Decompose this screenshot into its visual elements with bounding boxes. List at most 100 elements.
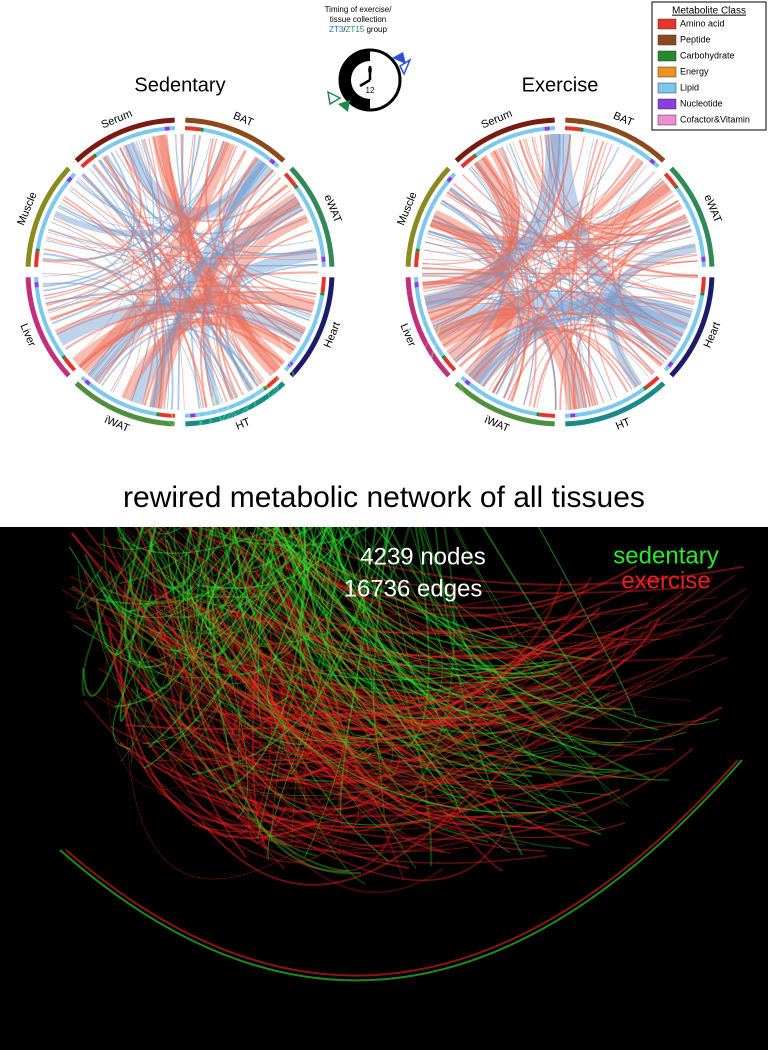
class-ring: [441, 354, 447, 360]
network-edge: [374, 425, 443, 704]
class-ring: [293, 184, 299, 190]
network-edge: [320, 576, 592, 727]
network-edge: [134, 624, 248, 832]
network-edge: [265, 487, 621, 771]
chord: [80, 318, 285, 369]
legend-label: Amino acid: [680, 18, 725, 28]
tissue-arc: [565, 381, 666, 427]
class-ring: [159, 412, 176, 418]
network-edge: [116, 649, 336, 818]
network-edge: [304, 354, 367, 858]
zt15: ZT15: [346, 25, 365, 34]
tissue-arc: [289, 277, 335, 378]
network-edge: [238, 576, 714, 660]
class-ring: [80, 375, 87, 383]
tissue-arc: [74, 117, 175, 163]
chord: [53, 156, 262, 237]
zt3-marker: [392, 52, 406, 64]
chord: [503, 140, 605, 399]
tissue-arc: [669, 166, 715, 267]
zt3: ZT3: [329, 25, 344, 34]
network-edge: [209, 436, 432, 547]
network-edge: [130, 356, 292, 489]
network-edge: [274, 536, 480, 810]
network-legend: exercise: [621, 567, 710, 594]
legend-label: Nucleotide: [680, 98, 723, 108]
network-rim: [65, 759, 739, 977]
network-edge: [355, 469, 588, 822]
tissue-label: HT: [614, 416, 632, 433]
network-edge: [94, 618, 389, 796]
legend-swatch: [657, 66, 677, 78]
network-edge: [162, 661, 682, 746]
chord: [97, 157, 259, 385]
class-ring: [283, 172, 297, 187]
network-edge: [220, 764, 341, 839]
chord: [47, 231, 318, 266]
chord: [422, 157, 644, 290]
legend-title: Metabolite Class: [672, 6, 746, 17]
chord: [443, 150, 519, 347]
class-ring: [653, 161, 660, 169]
tissue-label: BAT: [231, 110, 255, 129]
network-edge: [196, 331, 401, 590]
chord: [43, 252, 238, 399]
chord: [138, 140, 185, 410]
network-edge: [244, 597, 611, 735]
chord: [441, 199, 505, 361]
clock-hand: [359, 78, 371, 88]
chord: [47, 285, 317, 312]
network-edge: [84, 553, 349, 873]
network-edge: [264, 518, 520, 684]
network-edge: [133, 597, 249, 765]
chord: [48, 228, 136, 393]
chord: [608, 164, 671, 355]
chord: [187, 134, 201, 409]
network-edge: [127, 477, 572, 699]
network-edge: [171, 605, 266, 744]
class-ring: [35, 180, 70, 249]
class-ring: [446, 176, 453, 183]
network-edge: [202, 639, 621, 790]
network-edge: [251, 531, 638, 617]
chord: [449, 188, 520, 394]
chord: [422, 282, 668, 360]
clock-top: 0: [368, 66, 373, 75]
chord: [493, 134, 551, 394]
network-edge: [285, 578, 564, 700]
chord: [93, 183, 287, 381]
chord: [450, 187, 668, 360]
chord: [423, 133, 561, 311]
network-edge: [402, 391, 604, 708]
class-ring: [273, 161, 280, 169]
chord: [423, 170, 655, 255]
network-edge: [214, 600, 572, 850]
chord: [156, 135, 294, 351]
class-ring: [92, 153, 98, 159]
network-edge: [211, 404, 241, 577]
class-ring: [414, 251, 420, 268]
legend-label: Cofactor&Vitamin: [680, 114, 750, 124]
chord: [427, 233, 656, 373]
chord: [477, 161, 536, 406]
chord: [219, 145, 315, 305]
panel-title: Exercise: [522, 74, 599, 96]
chord: [218, 144, 318, 260]
network-edge: [299, 481, 366, 743]
chord: [88, 167, 170, 410]
network-edge: [120, 439, 349, 497]
network-edge: [318, 497, 492, 790]
tissue-arc: [25, 166, 71, 267]
network-edge: [214, 333, 369, 523]
network-edge: [222, 658, 577, 819]
chord: [425, 180, 665, 251]
chord: [77, 141, 227, 219]
network-edge: [185, 381, 380, 702]
network-edge: [166, 539, 548, 814]
chord: [226, 202, 300, 387]
network-edge: [246, 805, 288, 844]
chord: [42, 260, 303, 336]
network-edge: [386, 390, 594, 769]
chord: [588, 216, 688, 406]
chord: [497, 148, 698, 277]
